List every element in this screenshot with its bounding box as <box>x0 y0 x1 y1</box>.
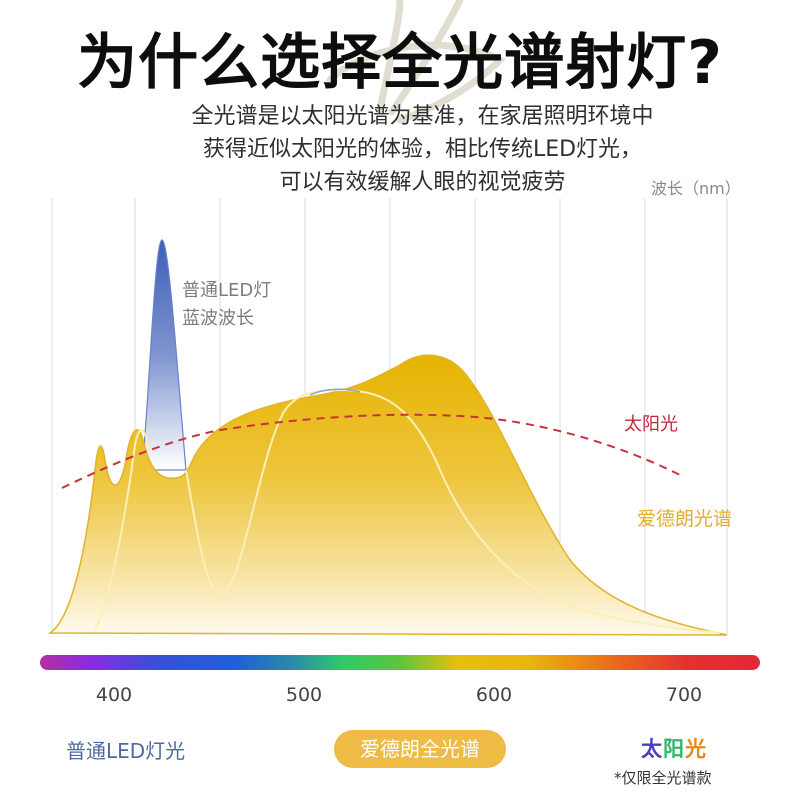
axis-unit-label: 波长（nm） <box>651 179 741 198</box>
subtitle-line-3: 可以有效缓解人眼的视觉疲劳 <box>279 170 566 195</box>
legend-brand-badge: 爱德朗全光谱 <box>334 730 506 768</box>
tick-700: 700 <box>665 684 703 706</box>
brand-spectrum-area <box>47 354 728 636</box>
legend-led-light: 普通LED灯光 <box>66 739 186 763</box>
subtitle-line-2: 获得近似太阳光的体验，相比传统LED灯光， <box>202 137 643 162</box>
visible-spectrum-bar <box>40 655 760 670</box>
legend-sunlight: 太阳光 <box>641 733 707 763</box>
footnote: *仅限全光谱款 <box>614 769 712 787</box>
led-peak-line-2: 蓝波波长 <box>182 308 254 329</box>
led-peak-annotation: 普通LED灯 蓝波波长 <box>182 277 271 333</box>
legend-sun-char-3: 光 <box>685 737 707 761</box>
sunlight-annotation: 太阳光 <box>624 414 678 435</box>
tick-600: 600 <box>475 684 513 706</box>
page-title: 为什么选择全光谱射灯? <box>77 28 723 98</box>
legend-sun-char-1: 太 <box>641 737 663 761</box>
subtitle: 全光谱是以太阳光谱为基准，在家居照明环境中 获得近似太阳光的体验，相比传统LED… <box>0 100 800 199</box>
subtitle-line-1: 全光谱是以太阳光谱为基准，在家居照明环境中 <box>191 104 654 129</box>
tick-500: 500 <box>285 684 323 706</box>
brand-spectrum-annotation: 爱德朗光谱 <box>637 508 733 530</box>
legend-sun-char-2: 阳 <box>663 737 685 761</box>
led-peak-line-1: 普通LED灯 <box>182 280 272 301</box>
sunlight-curve <box>61 413 681 489</box>
led-broad-curve-top <box>309 388 361 396</box>
tick-400: 400 <box>95 684 133 706</box>
led-blue-peak <box>142 239 187 471</box>
